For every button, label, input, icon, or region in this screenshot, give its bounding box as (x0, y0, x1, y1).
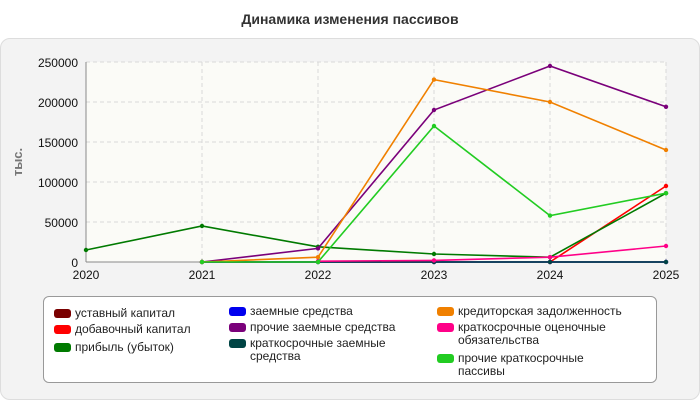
x-tick-label: 2021 (189, 268, 216, 282)
plot-area (86, 62, 666, 262)
series-point-4 (663, 104, 669, 110)
legend-label: прибыль (убыток) (75, 340, 174, 354)
series-line-7 (317, 245, 667, 262)
y-tick-label: 150000 (38, 136, 78, 150)
legend-swatch (437, 323, 454, 332)
legend-item-prochie-zaemnye: прочие заемные средства (229, 321, 395, 334)
legend-label: добавочный капитал (75, 322, 191, 336)
series-point-5 (547, 259, 553, 265)
legend-label: кредиторская задолженность (458, 304, 622, 318)
x-tick-label: 2020 (73, 268, 100, 282)
x-tick-label: 2023 (421, 268, 448, 282)
legend-swatch (54, 309, 71, 318)
legend-swatch (229, 307, 246, 316)
chart-title: Динамика изменения пассивов (241, 11, 459, 27)
y-tick-label: 200000 (38, 96, 78, 110)
series-point-2 (199, 223, 205, 229)
legend-item-prochie-kratkosrochnye: прочие краткосрочные пассивы (437, 352, 627, 378)
legend-label: краткосрочные заемные средства (250, 336, 386, 363)
series-point-4 (315, 246, 321, 251)
series-point-1 (663, 183, 669, 189)
legend-swatch (229, 323, 246, 332)
legend-item-dobavochny-kapital: добавочный капитал (54, 323, 191, 336)
series-line-2 (85, 192, 667, 259)
series-point-4 (547, 63, 553, 69)
series-point-8 (663, 191, 669, 196)
legend-swatch (229, 339, 246, 348)
series-point-8 (547, 213, 553, 218)
legend-label: заемные средства (250, 304, 353, 318)
legend-item-kreditorskaya: кредиторская задолженность (437, 305, 622, 318)
x-tick-label: 2024 (537, 268, 564, 282)
legend: уставный капитал добавочный капитал приб… (43, 296, 657, 383)
y-tick-label: 50000 (45, 216, 79, 230)
legend-label: прочие краткосрочные пассивы (458, 351, 584, 378)
series-point-6 (547, 99, 553, 105)
series-point-5 (663, 259, 669, 265)
series-line-1 (549, 185, 667, 263)
legend-item-ustavny-kapital: уставный капитал (54, 307, 175, 320)
series-point-6 (431, 77, 437, 82)
legend-swatch (54, 343, 71, 352)
legend-item-zaemnye-sredstva: заемные средства (229, 305, 353, 318)
legend-item-kratkosrochnye-zaemnye: краткосрочные заемные средства (229, 337, 429, 363)
y-tick-label: 250000 (38, 56, 78, 70)
legend-item-pribyl: прибыль (убыток) (54, 341, 174, 354)
series-point-7 (547, 255, 553, 260)
legend-label: прочие заемные средства (250, 320, 396, 334)
series-point-7 (663, 243, 669, 249)
legend-label: уставный капитал (75, 306, 175, 320)
series-point-6 (315, 255, 321, 260)
legend-label: краткосрочные оценочные обязательства (458, 320, 606, 347)
series-point-8 (199, 259, 205, 265)
legend-swatch (54, 325, 71, 334)
series-point-8 (315, 259, 321, 265)
series-point-2 (83, 247, 89, 253)
series-point-4 (431, 107, 437, 113)
x-tick-label: 2025 (653, 268, 680, 282)
legend-swatch (437, 354, 454, 363)
y-tick-label: 100000 (38, 176, 78, 190)
series-point-6 (663, 147, 669, 153)
series-point-8 (431, 123, 437, 129)
series-point-7 (431, 258, 437, 263)
legend-item-otsenochnye: краткосрочные оценочные обязательства (437, 321, 647, 347)
x-tick-label: 2022 (305, 268, 332, 282)
legend-swatch (437, 307, 454, 316)
series-point-2 (431, 251, 437, 257)
y-axis-label: тыс. (10, 148, 25, 176)
y-tick-label: 0 (71, 256, 78, 270)
